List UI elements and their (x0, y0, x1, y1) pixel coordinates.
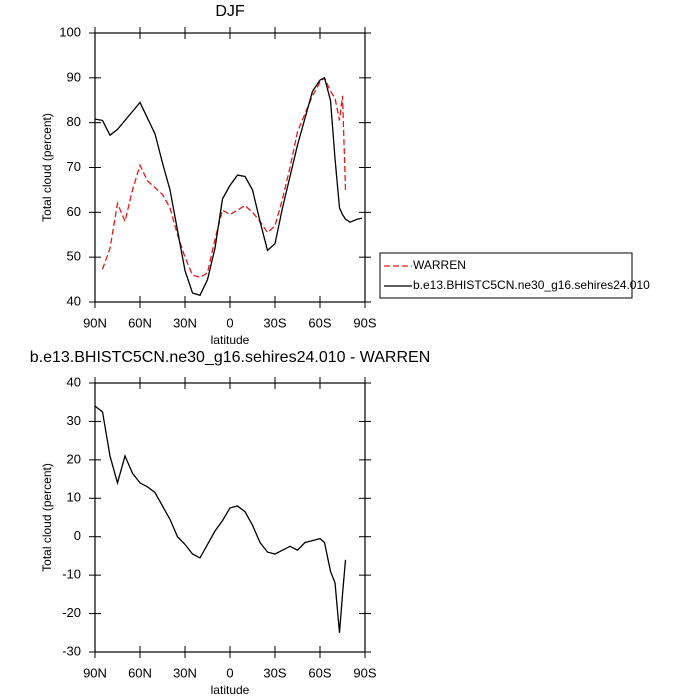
x-tick-label: 60S (308, 315, 331, 330)
chart-title: DJF (215, 3, 245, 20)
y-tick-label: 90 (67, 69, 81, 84)
x-tick-label: 0 (226, 665, 233, 680)
plot-frame (94, 382, 366, 653)
x-tick-label: 60S (308, 665, 331, 680)
x-tick-label: 60N (128, 315, 152, 330)
data-line (94, 76, 363, 297)
x-tick-label: 90S (353, 315, 376, 330)
x-tick-label: 90N (83, 315, 107, 330)
x-axis-label: latitude (211, 333, 250, 347)
x-tick-label: 30N (173, 315, 197, 330)
y-tick-label: 20 (67, 451, 81, 466)
y-tick-label: 40 (67, 293, 81, 308)
x-tick-label: 90S (353, 665, 376, 680)
y-tick-label: 30 (67, 413, 81, 428)
y-tick-label: -20 (62, 605, 81, 620)
x-tick-label: 30S (263, 315, 286, 330)
x-tick-label: 0 (226, 315, 233, 330)
y-tick-label: 50 (67, 249, 81, 264)
x-tick-label: 60N (128, 665, 152, 680)
x-tick-label: 30S (263, 665, 286, 680)
legend-label: WARREN (413, 258, 466, 272)
chart-title: b.e13.BHISTC5CN.ne30_g16.sehires24.010 -… (30, 349, 431, 366)
y-tick-label: 70 (67, 159, 81, 174)
y-tick-label: 100 (59, 24, 81, 39)
y-tick-label: -10 (62, 567, 81, 582)
y-tick-label: 80 (67, 114, 81, 129)
y-tick-label: -30 (62, 643, 81, 658)
y-tick-label: 40 (67, 374, 81, 389)
y-axis-label: Total cloud (percent) (40, 113, 54, 222)
legend-box (379, 252, 633, 299)
plot-frame (94, 32, 366, 303)
y-tick-label: 10 (67, 490, 81, 505)
data-line (101, 76, 347, 279)
y-tick-label: 60 (67, 204, 81, 219)
y-axis-label: Total cloud (percent) (40, 463, 54, 572)
x-tick-label: 90N (83, 665, 107, 680)
x-tick-label: 30N (173, 665, 197, 680)
x-axis-label: latitude (211, 683, 250, 697)
data-line (94, 405, 347, 633)
y-tick-label: 0 (74, 528, 81, 543)
legend-label: b.e13.BHISTC5CN.ne30_g16.sehires24.010 (413, 278, 650, 292)
